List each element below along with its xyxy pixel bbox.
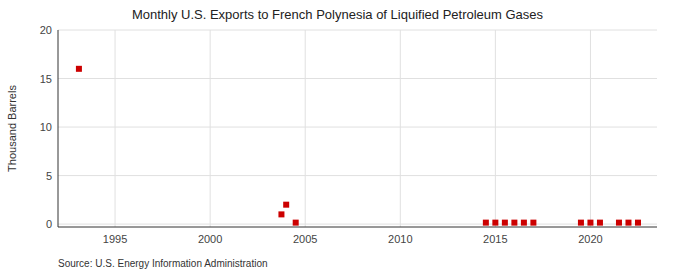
point <box>625 220 631 226</box>
title: Monthly U.S. Exports to French Polynesia… <box>132 7 544 22</box>
y-grid-line <box>58 127 657 128</box>
y-axis-label: Thousand Barrels <box>6 85 18 172</box>
point <box>293 220 299 226</box>
point <box>76 66 82 72</box>
point <box>635 220 641 226</box>
y-grid-line <box>58 78 657 79</box>
point <box>616 220 622 226</box>
x-grid-line <box>210 30 211 227</box>
x-grid-line <box>590 30 591 227</box>
point <box>597 220 603 226</box>
y-tick-label: 5 <box>46 170 52 182</box>
x-tick-label: 2000 <box>198 233 222 245</box>
x-grid-line <box>495 30 496 227</box>
x-grid-line <box>400 30 401 227</box>
chart: 0 5 10 15 20 1995 2000 2005 2010 2015 2020 Monthly … <box>0 0 675 275</box>
points <box>76 66 641 226</box>
plot-area <box>58 30 657 227</box>
point <box>578 220 584 226</box>
y-grid-line <box>58 224 657 225</box>
y-tick-label: 10 <box>40 121 52 133</box>
point <box>283 202 289 208</box>
point <box>530 220 536 226</box>
point <box>492 220 498 226</box>
x-grid-line <box>115 30 116 227</box>
grid <box>58 30 657 227</box>
x-tick-label: 2020 <box>578 233 602 245</box>
y-axis-line <box>58 30 59 227</box>
y-tick-label: 0 <box>46 218 52 230</box>
x-tick-label: 2010 <box>388 233 412 245</box>
point <box>511 220 517 226</box>
x-tick-label: 1995 <box>103 233 127 245</box>
x-tick-label: 2015 <box>483 233 507 245</box>
y-tick-label: 20 <box>40 24 52 36</box>
x-tick-label: 2005 <box>293 233 317 245</box>
source-note: Source: U.S. Energy Information Administ… <box>58 258 268 269</box>
point <box>521 220 527 226</box>
y-tick-label: 15 <box>40 73 52 85</box>
y-grid-line <box>58 30 657 31</box>
x-axis-line <box>58 227 657 228</box>
x-grid-line <box>305 30 306 227</box>
point <box>587 220 593 226</box>
point <box>278 211 284 217</box>
point <box>502 220 508 226</box>
y-grid-line <box>58 175 657 176</box>
point <box>483 220 489 226</box>
